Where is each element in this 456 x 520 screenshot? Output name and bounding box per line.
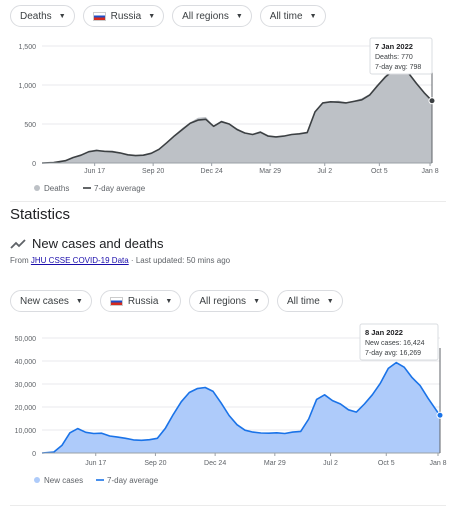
- y-tick-label: 500: [24, 122, 36, 129]
- country-dropdown-label: Russia: [127, 295, 159, 307]
- statistics-heading: Statistics: [10, 206, 71, 223]
- x-tick-label: Dec 24: [201, 168, 223, 175]
- tooltip-box: [359, 323, 439, 361]
- y-tick-label: 40,000: [15, 359, 37, 366]
- hover-point: [428, 97, 436, 105]
- y-tick-label: 10,000: [15, 428, 37, 435]
- x-tick-label: Dec 24: [204, 460, 226, 467]
- deaths-chart: 0 500 1,000 1,500 Jun 17 Sep 20 Dec 24 Mar 29 Ju…: [18, 37, 439, 193]
- chevron-down-icon: ▼: [326, 297, 334, 305]
- data-source: From JHU CSSE COVID-19 Data · Last updat…: [10, 256, 230, 265]
- source-link[interactable]: JHU CSSE COVID-19 Data: [30, 256, 129, 265]
- metric-dropdown-label: Deaths: [20, 10, 52, 22]
- series-line-7-day-average: [41, 361, 441, 454]
- x-tick-label: Jan 8: [421, 168, 438, 175]
- x-tick-label: Jan 8: [429, 460, 446, 467]
- metric-dropdown[interactable]: Deaths ▼: [10, 5, 75, 27]
- metric-dropdown-label: New cases: [20, 295, 69, 307]
- time-range-dropdown-label: All time: [269, 10, 303, 22]
- tooltip-line-2: 7-day avg: 16,269: [365, 350, 421, 357]
- chevron-down-icon: ▼: [253, 297, 260, 305]
- legend-label: 7-day average: [94, 184, 146, 193]
- source-prefix: From: [10, 256, 31, 265]
- region-dropdown[interactable]: All regions ▼: [189, 290, 269, 312]
- x-tick-label: Jun 17: [84, 168, 105, 175]
- chevron-down-icon: ▼: [148, 12, 156, 20]
- country-dropdown-label: Russia: [110, 10, 142, 22]
- trending-up-icon: [10, 238, 26, 249]
- country-dropdown[interactable]: Russia ▼: [99, 290, 182, 312]
- series-area-new-cases: [42, 362, 440, 453]
- legend-swatch-area: [34, 477, 40, 483]
- divider: [10, 201, 446, 202]
- subheading-text: New cases and deaths: [32, 236, 164, 251]
- divider: [10, 505, 446, 506]
- last-updated: · Last updated: 50 mins ago: [128, 256, 231, 265]
- x-tick-label: Oct 5: [371, 168, 388, 175]
- region-dropdown[interactable]: All regions ▼: [172, 5, 252, 27]
- x-tick-label: Mar 29: [259, 168, 281, 175]
- x-tick-label: Oct 5: [378, 460, 395, 467]
- region-dropdown-label: All regions: [182, 10, 229, 22]
- new-cases-and-deaths-heading: New cases and deaths: [10, 236, 164, 251]
- series-line-7-day-average: [41, 68, 433, 164]
- series-area-deaths: [42, 68, 432, 163]
- tooltip-line-2: 7-day avg: 798: [375, 64, 421, 71]
- tooltip-line-1: Deaths: 770: [375, 54, 413, 61]
- x-tick-label: Jul 2: [323, 460, 338, 467]
- chevron-down-icon: ▼: [75, 297, 83, 305]
- tooltip-box: [369, 37, 433, 75]
- y-tick-label: 0: [32, 161, 36, 168]
- x-tick-label: Sep 20: [142, 168, 164, 175]
- x-tick-label: Jul 2: [317, 168, 332, 175]
- tooltip-date: 7 Jan 2022: [375, 42, 413, 51]
- country-dropdown[interactable]: Russia ▼: [82, 5, 165, 27]
- region-dropdown-label: All regions: [199, 295, 247, 307]
- x-tick-label: Sep 20: [144, 460, 166, 467]
- russia-flag-icon: [109, 296, 123, 306]
- y-tick-label: 1,000: [18, 83, 36, 90]
- legend-label: Deaths: [44, 184, 69, 193]
- time-range-dropdown[interactable]: All time ▼: [277, 290, 343, 312]
- new-cases-chart: 0 10,000 20,000 30,000 40,000 50,000 Jun 17 Sep…: [15, 323, 447, 485]
- time-range-dropdown-label: All time: [287, 295, 320, 307]
- legend-label: New cases: [44, 476, 83, 485]
- metric-dropdown[interactable]: New cases ▼: [10, 290, 92, 312]
- x-tick-label: Mar 29: [264, 460, 286, 467]
- time-range-dropdown[interactable]: All time ▼: [259, 5, 326, 27]
- chevron-down-icon: ▼: [235, 12, 243, 20]
- y-tick-label: 30,000: [15, 382, 37, 389]
- x-tick-label: Jun 17: [85, 460, 106, 467]
- legend-label: 7-day average: [107, 476, 159, 485]
- tooltip-date: 8 Jan 2022: [365, 328, 403, 337]
- hover-point: [436, 411, 444, 419]
- y-tick-label: 0: [32, 451, 36, 458]
- y-tick-label: 50,000: [15, 336, 37, 343]
- filter-row-cases: New cases ▼ Russia ▼ All regions ▼ All t…: [10, 290, 343, 312]
- legend-swatch-area: [34, 185, 40, 191]
- chevron-down-icon: ▼: [165, 297, 173, 305]
- y-tick-label: 20,000: [15, 405, 37, 412]
- filter-row-deaths: Deaths ▼ Russia ▼ All regions ▼ All time…: [10, 5, 326, 27]
- tooltip-line-1: New cases: 16,424: [365, 340, 425, 347]
- y-tick-label: 1,500: [18, 44, 36, 51]
- russia-flag-icon: [92, 11, 106, 21]
- chevron-down-icon: ▼: [309, 12, 317, 20]
- chevron-down-icon: ▼: [58, 12, 66, 20]
